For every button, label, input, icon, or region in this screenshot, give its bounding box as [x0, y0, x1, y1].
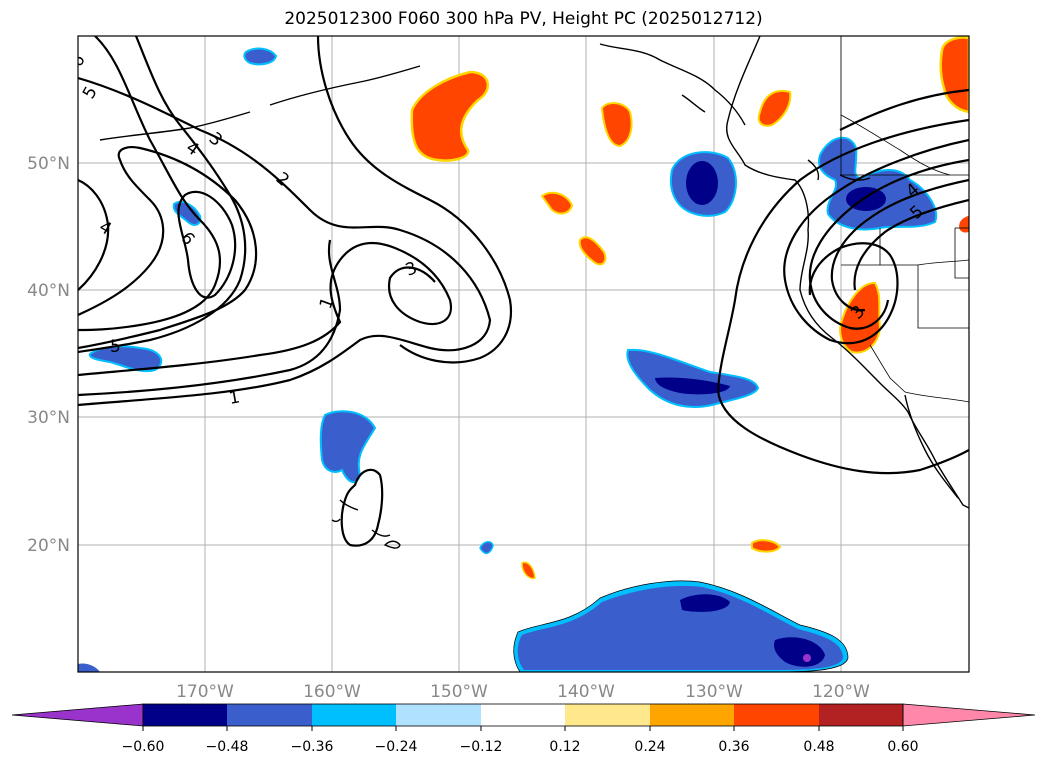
pv-neg-gulf-alaska-core [686, 161, 718, 205]
colorbar-segment [650, 704, 734, 726]
map-background [78, 36, 969, 672]
colorbar-tick-label: 0.24 [634, 739, 665, 755]
colorbar-segment [143, 704, 227, 726]
map-title: 2025012300 F060 300 hPa PV, Height PC (2… [284, 9, 763, 29]
pv-pos-south1 [751, 539, 782, 553]
longitude-labels: 170°W 160°W 150°W 140°W 130°W 120°W [176, 682, 870, 702]
colorbar-segment [481, 704, 565, 726]
pv-neg-tiny [479, 541, 494, 555]
map-frame [77, 35, 970, 673]
lon-label-170w: 170°W [176, 682, 234, 702]
colorbar-extend-high [902, 703, 1036, 727]
contour-label: 5 [110, 337, 121, 357]
colorbar-tick-label: −0.12 [460, 739, 503, 755]
colorbar-segment [396, 704, 481, 726]
lon-label-120w: 120°W [812, 682, 870, 702]
positive-pv-anomalies [410, 36, 969, 580]
colorbar-tick-label: −0.48 [206, 739, 249, 755]
colorbar-tick-label: 0.60 [887, 739, 918, 755]
pv-neg-west-south [88, 345, 163, 372]
lon-label-160w: 160°W [303, 682, 361, 702]
height-contours [78, 36, 969, 547]
negative-pv-anomalies [78, 47, 938, 672]
latitude-labels: 50°N 40°N 30°N 20°N [27, 154, 70, 556]
pv-neg-corner [78, 663, 100, 672]
colorbar-tick-label: 0.48 [803, 739, 834, 755]
colorbar-ticks: −0.60 −0.48 −0.36 −0.24 −0.12 0.12 0.24 … [122, 739, 919, 755]
contour-label: 1 [227, 387, 241, 409]
colorbar-tick-label: 0.12 [549, 739, 580, 755]
pv-neg-north-small [243, 47, 278, 66]
lat-label-50n: 50°N [27, 154, 70, 174]
contour-label: 6 [67, 51, 90, 70]
colorbar-segment [312, 704, 396, 726]
pv-pos-mid2 [578, 236, 607, 266]
pv-pos-gulf [600, 102, 633, 148]
lat-label-30n: 30°N [27, 408, 70, 428]
colorbar-extend-low [11, 703, 144, 727]
pv-pos-bc [757, 90, 792, 127]
pv-neg-subtropical [626, 348, 760, 408]
colorbar: −0.60 −0.48 −0.36 −0.24 −0.12 0.12 0.24 … [11, 703, 1036, 755]
pv-neg-pacific-south-core2 [774, 637, 825, 667]
pv-pos-mid1 [540, 191, 574, 215]
pv-pos-north-central [410, 70, 490, 162]
lon-label-130w: 130°W [685, 682, 743, 702]
colorbar-segment [227, 704, 312, 726]
colorbar-tick-label: −0.36 [291, 739, 334, 755]
colorbar-segment [819, 704, 903, 726]
colorbar-segment [565, 704, 650, 726]
lon-label-140w: 140°W [557, 682, 615, 702]
lat-label-20n: 20°N [27, 536, 70, 556]
pv-neg-hawaii-north [319, 410, 377, 484]
pv-neg-pacific-south-core1 [680, 594, 730, 612]
pv-neg-pacific-south-peak [803, 654, 811, 662]
colorbar-tick-label: 0.36 [718, 739, 749, 755]
graticule [78, 36, 969, 672]
colorbar-segment [734, 704, 819, 726]
pv-neg-northwest-us [818, 136, 938, 231]
pv-neg-subtropical-core [655, 377, 730, 395]
pv-pos-south2 [521, 561, 536, 580]
colorbar-segments [11, 703, 1036, 731]
pv-neg-west [172, 200, 202, 226]
colorbar-tick-label: −0.24 [375, 739, 418, 755]
colorbar-tick-label: −0.60 [122, 739, 165, 755]
lon-label-150w: 150°W [430, 682, 488, 702]
lat-label-40n: 40°N [27, 281, 70, 301]
colorbar-frame [142, 703, 904, 727]
coastlines [99, 36, 969, 549]
pv-neg-pacific-south-mid [517, 585, 843, 670]
